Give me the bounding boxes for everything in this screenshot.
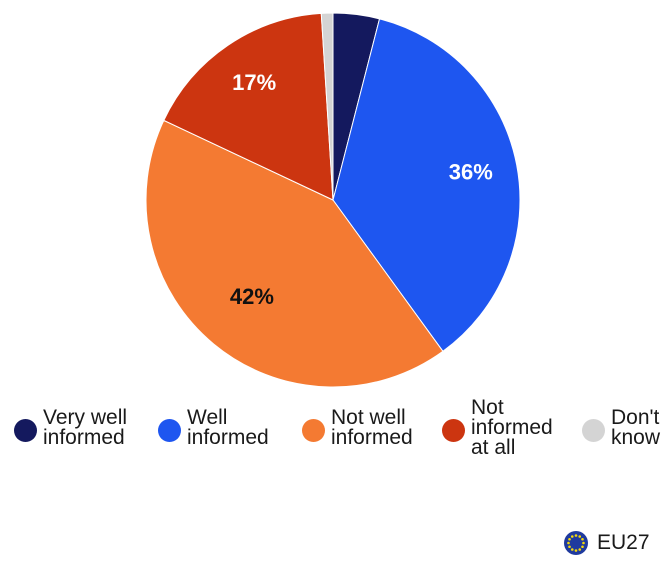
flag-star — [570, 548, 574, 551]
legend-swatch — [158, 419, 181, 442]
flag-star — [574, 534, 578, 537]
legend-label: Very well informed — [43, 406, 128, 449]
flag-star — [568, 537, 571, 541]
flag-star — [578, 548, 582, 551]
legend-item-not-well-informed: Not well informed — [302, 406, 413, 449]
legend-item-not-informed-at-all: Not informed at all — [442, 396, 553, 459]
pie-data-labels: 36% 42% 17% — [230, 70, 493, 309]
pie-slices — [145, 12, 521, 388]
pie-data-label: 42% — [230, 284, 274, 309]
legend-label: Don't know — [611, 406, 661, 449]
legend-item-very-well-informed: Very well informed — [14, 406, 128, 449]
pie-slice-not-well-informed — [145, 119, 444, 388]
flag-star — [568, 545, 571, 549]
legend-item-dont-know: Don't know — [582, 406, 661, 449]
legend-swatch — [302, 419, 325, 442]
flag-star — [581, 537, 584, 541]
flag-star — [570, 535, 574, 538]
legend-label: Not informed at all — [471, 396, 553, 459]
legend-swatch — [14, 419, 37, 442]
legend-swatch — [442, 419, 465, 442]
pie-slice-not-informed-at-all — [163, 12, 334, 201]
eu-flag-icon — [564, 531, 588, 555]
pie-slice-don-t-know — [320, 12, 334, 201]
pie-slice-well-informed — [332, 18, 521, 352]
pie-data-label: 17% — [232, 70, 276, 95]
legend-swatch — [582, 419, 605, 442]
region-label: EU27 — [597, 531, 650, 554]
flag-star — [578, 535, 582, 538]
legend-label: Well informed — [187, 406, 269, 449]
legend-item-well-informed: Well informed — [158, 406, 269, 449]
flag-star — [582, 541, 585, 545]
region-indicator: EU27 — [563, 530, 650, 556]
legend-label: Not well informed — [331, 406, 413, 449]
flag-star — [581, 545, 584, 549]
flag-star — [574, 549, 578, 552]
pie-data-label: 36% — [449, 160, 493, 185]
flag-star — [567, 541, 570, 545]
